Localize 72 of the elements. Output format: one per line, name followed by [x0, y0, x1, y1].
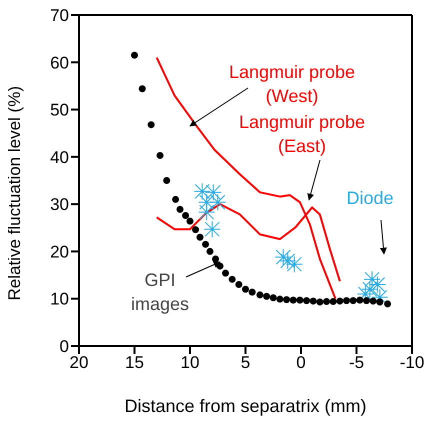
point [316, 298, 324, 306]
point [276, 296, 284, 303]
point [362, 297, 370, 304]
x-tick-label: 10 [180, 353, 200, 372]
point [384, 300, 392, 308]
point [310, 298, 317, 305]
point [182, 212, 190, 219]
point [279, 252, 296, 270]
point [242, 286, 249, 293]
point [198, 194, 216, 211]
point [172, 196, 180, 203]
point [296, 296, 304, 304]
point [283, 296, 290, 304]
y-tick-label: 60 [50, 53, 69, 72]
y-tick-label: 50 [50, 100, 69, 120]
point [330, 298, 337, 306]
point [204, 220, 221, 238]
legend-label: GPI images [130, 269, 190, 316]
point [176, 206, 184, 213]
point [369, 276, 386, 294]
point [156, 152, 164, 159]
point [194, 182, 211, 200]
y-tick-label: 10 [50, 290, 69, 309]
point [286, 256, 303, 273]
y-tick-label: 0 [60, 337, 69, 356]
x-tick-label: -10 [400, 353, 424, 372]
x-tick-label: 15 [125, 353, 144, 372]
point [198, 204, 216, 221]
point [192, 226, 200, 234]
point [163, 177, 170, 184]
point [361, 280, 378, 298]
point [248, 288, 256, 296]
point [356, 296, 364, 304]
point [270, 294, 277, 302]
y-tick-label: 20 [50, 242, 69, 262]
y-tick-label: 70 [50, 6, 69, 26]
point [186, 218, 194, 225]
x-axis-title: Distance from separatrix (mm) [124, 396, 367, 416]
point [202, 240, 210, 248]
point [376, 298, 384, 306]
point [364, 270, 381, 288]
point [222, 270, 230, 277]
y-tick-label: 40 [50, 148, 69, 167]
point [204, 184, 222, 201]
point [256, 291, 264, 298]
point [303, 297, 310, 304]
x-tick-label: 5 [240, 353, 250, 372]
x-tick-label: -5 [348, 353, 364, 372]
point [274, 248, 292, 266]
y-axis-title: Relative fluctuation level (%) [5, 86, 24, 300]
point [235, 281, 242, 288]
point [370, 298, 377, 305]
point [131, 52, 138, 59]
text: Diode [345, 187, 395, 210]
point [343, 297, 350, 304]
x-tick-label: 0 [296, 353, 306, 372]
point [336, 298, 344, 305]
point [228, 276, 236, 283]
text: Langmuir probe (East) [238, 111, 366, 158]
point [148, 121, 155, 128]
point [323, 298, 330, 306]
point [350, 297, 357, 304]
point [206, 248, 214, 255]
point [290, 296, 297, 304]
point [209, 194, 226, 211]
x-tick-label: 20 [70, 353, 88, 372]
point [212, 255, 220, 262]
point [196, 234, 204, 241]
text: Langmuir probe (West) [228, 61, 356, 108]
point [138, 85, 146, 92]
point [263, 292, 270, 300]
y-tick-label: 30 [50, 195, 69, 214]
